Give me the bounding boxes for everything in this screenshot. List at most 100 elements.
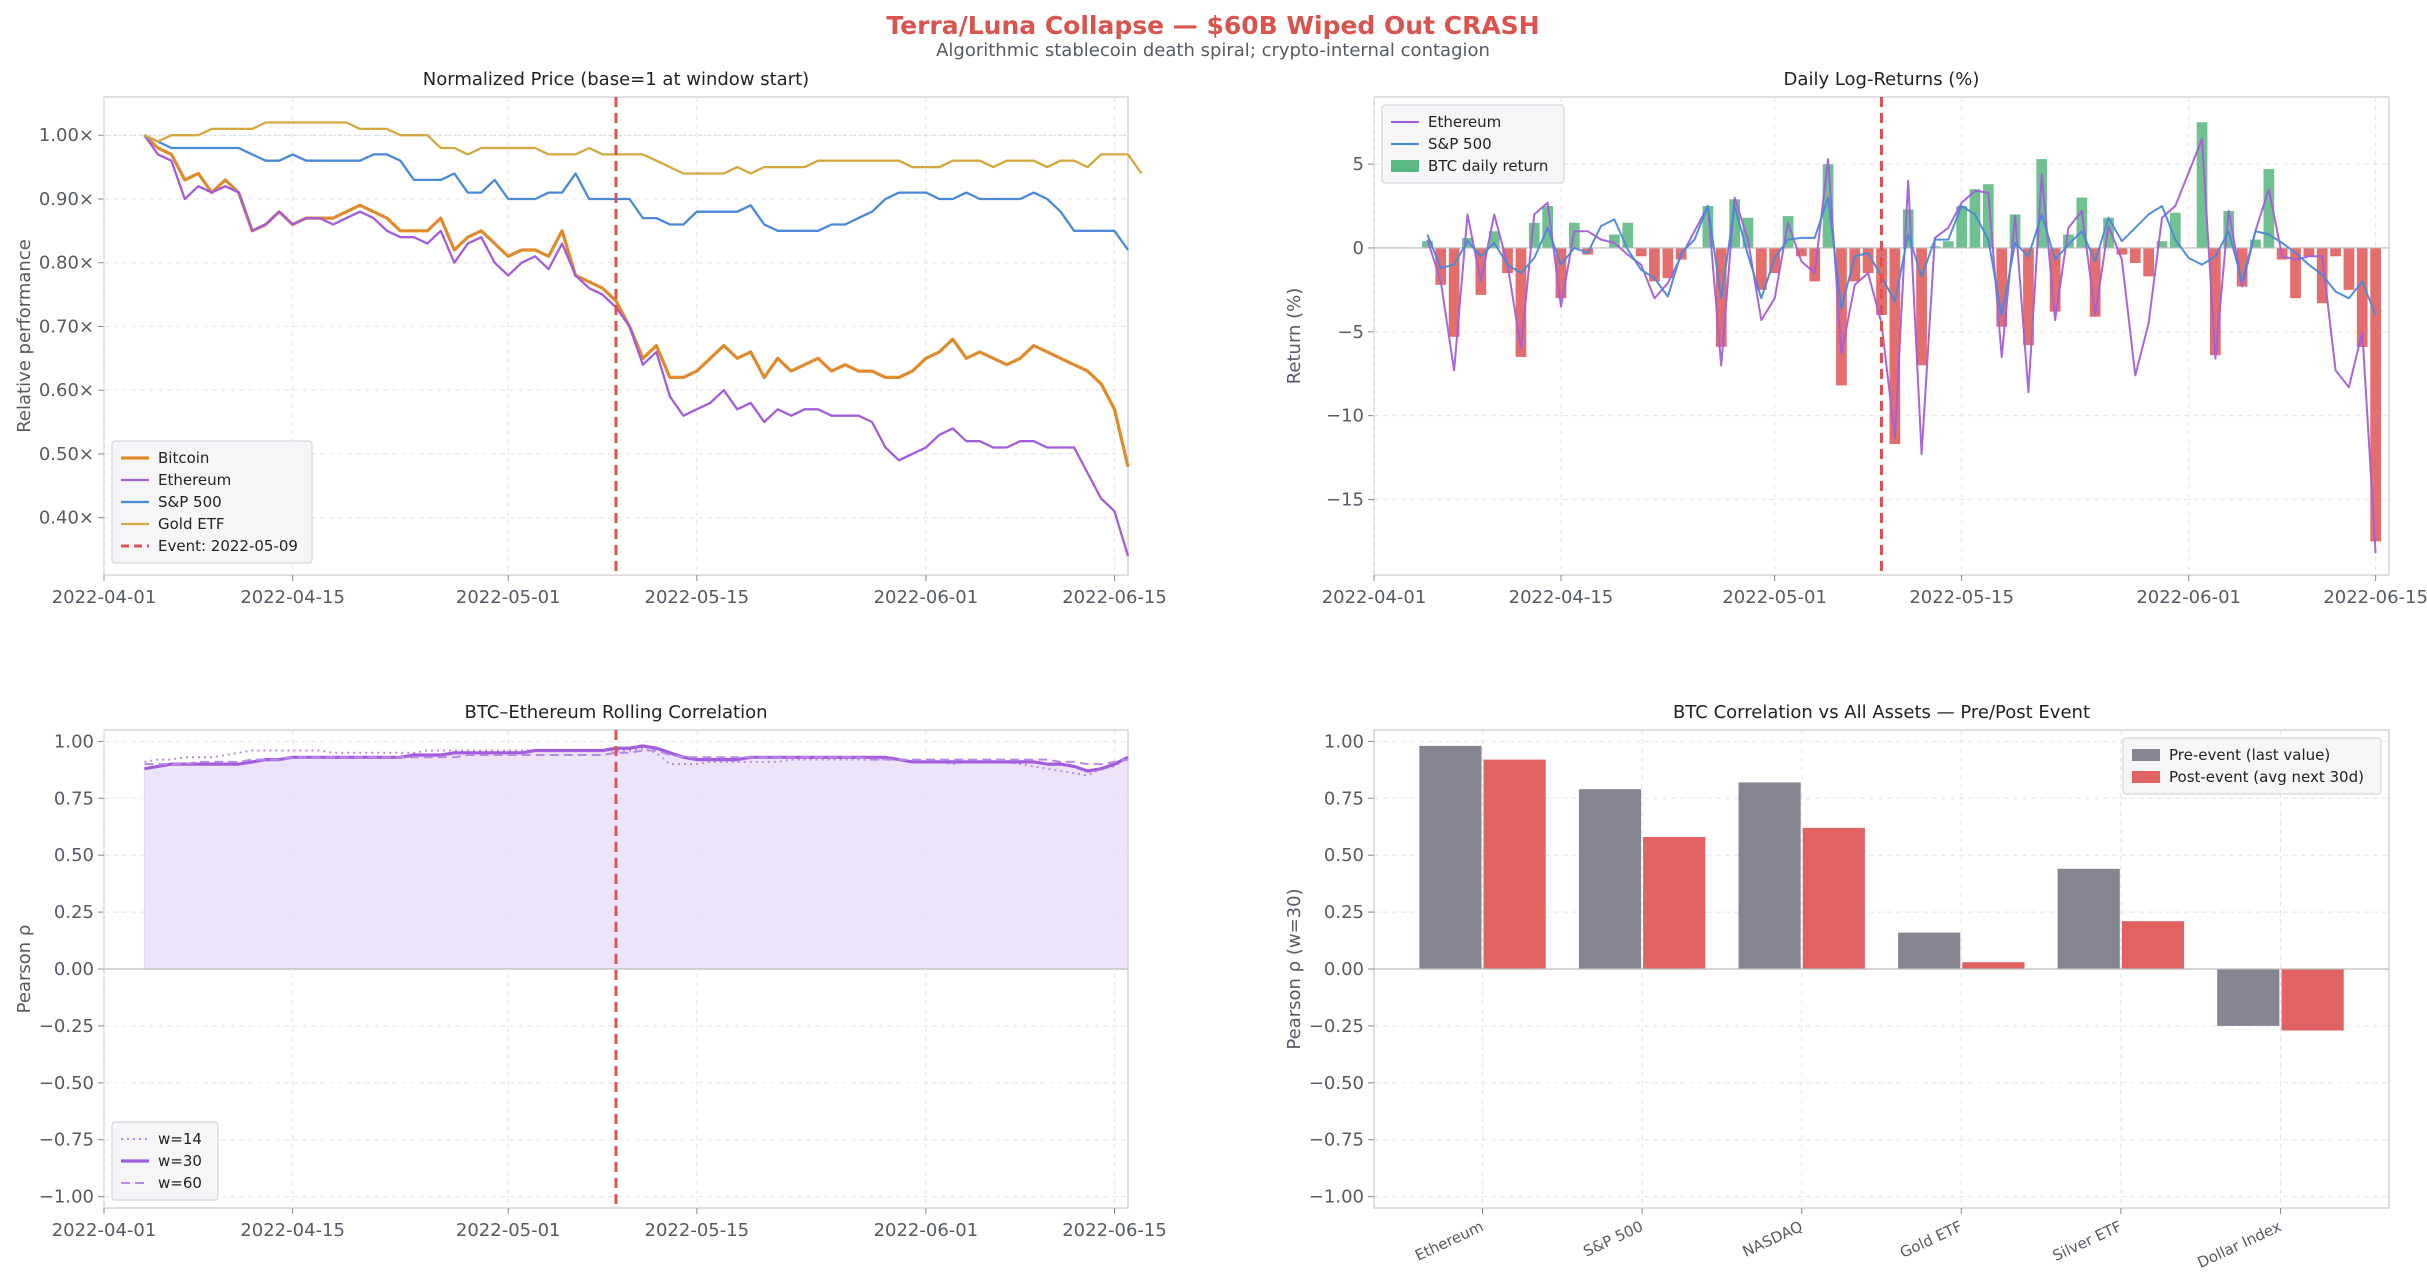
- y-tick-label: 0.75: [1324, 788, 1364, 809]
- price-chart: Normalized Price (base=1 at window start…: [14, 69, 1167, 608]
- y-axis-label: Pearson ρ: [14, 925, 35, 1014]
- y-tick-label: 0.90×: [39, 189, 94, 210]
- y-tick-label: 0.50: [1324, 845, 1364, 866]
- correlation-bar: [2057, 868, 2120, 969]
- return-bar: [1448, 247, 1460, 337]
- y-tick-label: 1.00×: [39, 125, 94, 146]
- return-bar: [1756, 247, 1767, 290]
- return-bar: [1555, 247, 1567, 299]
- return-bar: [1849, 247, 1861, 282]
- return-bar: [2263, 169, 2275, 248]
- legend-label: Gold ETF: [158, 515, 225, 533]
- y-tick-label: 0.25: [54, 902, 94, 923]
- return-bar: [1782, 216, 1794, 248]
- y-tick-label: −1.00: [39, 1187, 94, 1208]
- return-bar: [2250, 239, 2261, 248]
- return-bar: [2223, 211, 2235, 248]
- x-tick-label: 2022-04-01: [1322, 587, 1427, 608]
- chart-title: Daily Log-Returns (%): [1784, 69, 1980, 90]
- y-tick-label: −15: [1326, 490, 1364, 511]
- y-tick-label: 0.00: [1324, 959, 1364, 980]
- y-tick-label: 1.00: [54, 731, 94, 752]
- y-tick-label: −0.25: [1309, 1016, 1364, 1037]
- y-tick-label: 1.00: [1324, 731, 1364, 752]
- series-line: [144, 749, 1129, 766]
- legend-label: S&P 500: [158, 493, 222, 511]
- x-tick-label: 2022-06-01: [874, 587, 979, 608]
- correlation-bar: [1962, 962, 2025, 969]
- return-bar: [1528, 222, 1540, 248]
- x-tick-label: Gold ETF: [1897, 1217, 1965, 1261]
- y-tick-label: 0: [1353, 238, 1364, 259]
- return-bar: [1942, 241, 1954, 248]
- legend-swatch: [2132, 749, 2160, 761]
- return-bar: [2023, 247, 2034, 346]
- y-tick-label: −0.75: [39, 1130, 94, 1151]
- legend-label: BTC daily return: [1428, 157, 1548, 175]
- return-bar: [1796, 247, 1807, 257]
- return-bar: [1889, 247, 1901, 445]
- y-tick-label: 0.00: [54, 959, 94, 980]
- x-tick-label: 2022-06-01: [2136, 587, 2241, 608]
- y-tick-label: −0.50: [39, 1073, 94, 1094]
- y-tick-label: 0.70×: [39, 316, 94, 337]
- correlation-bar: [2121, 921, 2185, 969]
- correlation-bar: [1802, 827, 1865, 969]
- return-bar: [1702, 206, 1714, 248]
- legend-box: [111, 1121, 219, 1201]
- return-bar: [2303, 247, 2315, 257]
- return-bar: [2236, 247, 2248, 287]
- return-bar: [1502, 247, 1513, 274]
- correlation-bar: [1483, 759, 1546, 969]
- correlation-area: [143, 745, 1129, 970]
- y-tick-label: −0.25: [39, 1016, 94, 1037]
- series-line: [1426, 137, 2377, 554]
- return-bar: [1422, 241, 1433, 248]
- x-tick-label: 2022-05-15: [645, 587, 750, 608]
- legend-swatch: [1391, 160, 1419, 172]
- y-tick-label: −5: [1337, 322, 1364, 343]
- y-axis-label: Pearson ρ (w=30): [1284, 888, 1305, 1049]
- correlation-bar: [1578, 789, 1642, 969]
- y-tick-label: 0.25: [1324, 902, 1364, 923]
- return-bar: [2343, 247, 2355, 290]
- y-axis-label: Return (%): [1284, 288, 1305, 385]
- return-bar: [2089, 247, 2101, 317]
- correlation-bar: [1738, 782, 1801, 969]
- return-bar: [1969, 189, 1981, 248]
- prepost-correlation-chart: BTC Correlation vs All Assets — Pre/Post…: [1284, 702, 2390, 1272]
- x-tick-label: Ethereum: [1412, 1217, 1486, 1264]
- figure-title: Terra/Luna Collapse — $60B Wiped Out CRA…: [886, 11, 1539, 40]
- x-tick-label: 2022-04-15: [240, 1220, 345, 1241]
- y-tick-label: 0.80×: [39, 253, 94, 274]
- y-tick-label: 0.60×: [39, 380, 94, 401]
- y-tick-label: 0.40×: [39, 508, 94, 529]
- x-tick-label: 2022-06-01: [874, 1220, 979, 1241]
- return-bar: [1488, 231, 1500, 248]
- x-tick-label: 2022-06-15: [2323, 587, 2427, 608]
- rolling-correlation-chart: BTC–Ethereum Rolling Correlation Pearson …: [14, 702, 1167, 1241]
- chart-title: Normalized Price (base=1 at window start…: [423, 69, 809, 90]
- legend-label: Pre-event (last value): [2169, 746, 2330, 764]
- x-tick-label: 2022-05-15: [645, 1220, 750, 1241]
- return-bar: [1662, 247, 1674, 279]
- y-tick-label: 0.50: [54, 845, 94, 866]
- return-bar: [1862, 247, 1874, 274]
- return-bar: [1902, 209, 1914, 248]
- y-tick-label: −10: [1326, 406, 1364, 427]
- series-line: [1426, 196, 2377, 316]
- return-bar: [1916, 247, 1927, 366]
- return-bar: [2076, 197, 2088, 248]
- x-tick-label: 2022-05-15: [1909, 587, 2014, 608]
- y-tick-label: −1.00: [1309, 1187, 1364, 1208]
- x-tick-label: S&P 500: [1580, 1217, 1645, 1260]
- x-tick-label: 2022-04-01: [52, 1220, 157, 1241]
- chart-title: BTC Correlation vs All Assets — Pre/Post…: [1673, 702, 2090, 723]
- return-bar: [1609, 234, 1620, 248]
- x-tick-label: 2022-04-15: [240, 587, 345, 608]
- legend-label: Bitcoin: [158, 449, 209, 467]
- return-bar: [1515, 247, 1527, 357]
- return-bar: [1729, 199, 1740, 248]
- return-bar: [1635, 247, 1647, 257]
- y-tick-label: 5: [1353, 154, 1364, 175]
